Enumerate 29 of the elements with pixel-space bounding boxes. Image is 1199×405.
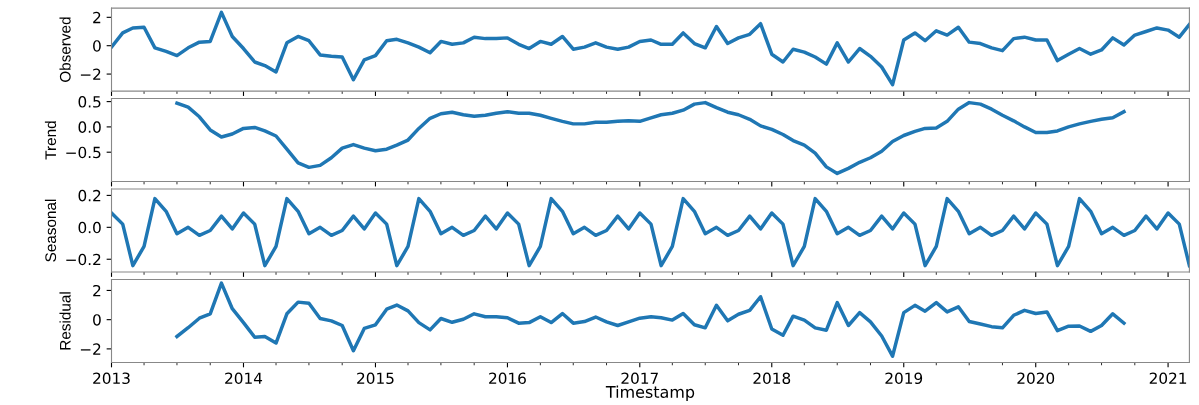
x-tick-label: 2020 [1017, 372, 1055, 385]
line-series [111, 196, 1190, 268]
y-tick-label: −0.5 [66, 146, 101, 159]
y-tick-label: 0.0 [78, 121, 101, 133]
y-tick-label: 0.2 [78, 189, 101, 202]
line-series [175, 281, 1126, 358]
line-series [175, 100, 1126, 176]
y-tick-label: 0.5 [78, 96, 101, 108]
y-axis-title: Residual [59, 292, 71, 350]
y-axis-title: Observed [59, 17, 71, 82]
x-tick-label: 2019 [885, 372, 923, 385]
x-tick-label: 2015 [357, 372, 394, 385]
y-tick-label: 0.0 [78, 221, 101, 234]
y-tick-label: 2 [93, 11, 101, 24]
y-tick-label: 0 [93, 40, 101, 52]
x-tick-label: 2016 [489, 372, 526, 385]
x-tick-label: 2017 [621, 372, 658, 385]
x-tick-label: 2014 [225, 372, 263, 385]
y-tick-label: −0.2 [66, 253, 101, 266]
y-tick-label: −2 [80, 68, 101, 80]
y-tick-label: 0 [93, 314, 101, 326]
y-axis-title: Seasonal [44, 199, 57, 262]
x-tick-label: 2021 [1149, 372, 1187, 385]
y-tick-label: −2 [80, 343, 101, 355]
y-axis-title: Trend [44, 121, 57, 160]
x-tick-label: 2013 [93, 372, 130, 385]
x-tick-label: 2018 [753, 372, 791, 385]
x-axis-title: Timestamp [605, 385, 695, 402]
y-tick-label: 2 [93, 284, 101, 297]
